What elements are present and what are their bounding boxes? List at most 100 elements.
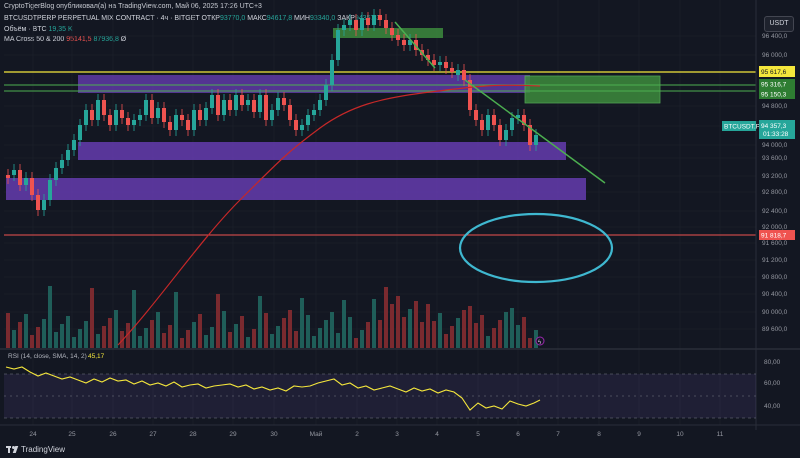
candle-body [78, 125, 82, 140]
volume-bar [480, 315, 484, 348]
time-tick-label: Май [310, 430, 323, 438]
candle-body [6, 175, 10, 178]
volume-bar [198, 314, 202, 348]
candle-body [174, 115, 178, 130]
candle-body [438, 62, 442, 65]
volume-bar [162, 333, 166, 348]
candle-body [72, 140, 76, 150]
time-tick-label: 26 [109, 431, 117, 438]
volume-bar [168, 325, 172, 348]
volume-bar [30, 335, 34, 348]
yellow-price-tag-text: 95 617,6 [761, 69, 787, 76]
candle-body [444, 62, 448, 68]
volume-bar [348, 317, 352, 348]
candle-body [456, 70, 460, 75]
trend-line[interactable] [394, 21, 436, 69]
close-label: ЗАКР [337, 15, 355, 22]
tradingview-icon [6, 446, 19, 453]
rsi-axis[interactable]: 80,00 60,00 40,00 [764, 359, 781, 410]
volume-bar [258, 296, 262, 348]
trend-line-extension[interactable] [464, 79, 606, 184]
candle-body [264, 95, 268, 120]
volume-bar [342, 300, 346, 348]
price-axis[interactable]: 96 400,096 000,094 800,094 400,094 000,0… [762, 33, 788, 333]
candle-body [30, 178, 34, 195]
volume-bar [210, 327, 214, 348]
candle-body [126, 118, 130, 125]
legend-volume-row[interactable]: Объём · BTC 19,35 K [4, 26, 73, 33]
candle-body [48, 180, 52, 200]
candle-body [360, 18, 364, 30]
volume-bar [12, 330, 16, 348]
candle-body [180, 115, 184, 120]
open-value: 93770,0 [219, 15, 246, 22]
time-tick-label: 9 [637, 431, 641, 438]
candle-body [252, 100, 256, 112]
rsi-label[interactable]: RSI (14, close, SMA, 14, 2) [8, 353, 87, 360]
candle-body [228, 100, 232, 110]
volume-bar [282, 318, 286, 348]
time-tick-label: 25 [68, 431, 76, 438]
price-tick-label: 92 000,0 [762, 224, 788, 231]
candle-body [312, 110, 316, 115]
time-tick-label: 10 [676, 431, 684, 438]
candle-body [402, 40, 406, 45]
candle-body [534, 135, 538, 145]
ma-extra: Ø [120, 36, 127, 43]
candle-body [462, 70, 466, 80]
rsi-tick-label: 40,00 [764, 403, 781, 410]
tradingview-wordmark: TradingView [21, 445, 66, 454]
candle-body [498, 125, 502, 140]
volume-bar [96, 334, 100, 348]
volume-bar [378, 320, 382, 348]
candle-body [138, 115, 142, 120]
tradingview-logo[interactable]: TradingView [6, 445, 65, 454]
current-price-tag-text: 94 357,3 [761, 123, 787, 130]
time-tick-label: 29 [229, 431, 237, 438]
volume-bar [246, 337, 250, 348]
candle-body [66, 150, 70, 160]
time-tick-label: 28 [189, 431, 197, 438]
time-tick-label: 27 [149, 431, 157, 438]
candle-body [210, 95, 214, 108]
volume-bar [336, 333, 340, 348]
legend-ma-row[interactable]: MA Cross 50 & 200 95141,5 87936,8 Ø [4, 36, 126, 43]
volume-bar [18, 322, 22, 348]
rsi-value: 45,17 [88, 353, 105, 360]
price-tick-label: 92 400,0 [762, 208, 788, 215]
current-price-tag [759, 120, 795, 139]
candle-body [156, 108, 160, 118]
volume-bar [276, 326, 280, 348]
event-marker-icon[interactable] [535, 336, 545, 346]
price-tick-label: 93 600,0 [762, 155, 788, 162]
red-price-tag-text: 91 818,7 [761, 233, 787, 240]
green-price-tag-upper-text: 95 316,7 [761, 82, 787, 89]
chart-caption: CryptoTigerBlog опубликовал(а) на Tradin… [4, 3, 262, 10]
candle-body [330, 60, 334, 85]
volume-bar [456, 318, 460, 348]
grid [4, 0, 756, 425]
candle-body [378, 15, 382, 20]
volume-bar [420, 322, 424, 348]
candle-body [492, 115, 496, 125]
candle-body [186, 120, 190, 130]
zone-middle [78, 142, 566, 160]
candle-body [42, 200, 46, 210]
green-price-tag-lower [759, 89, 795, 99]
candle-body [102, 100, 106, 115]
time-tick-label: 4 [435, 431, 439, 438]
high-label: МАКС [247, 15, 267, 22]
symbol-name[interactable]: BTCUSDTPERP PERPETUAL MIX CONTRACT · 4ч … [4, 15, 200, 22]
drawn-circle-annotation[interactable] [458, 212, 614, 284]
currency-button[interactable]: USDT [764, 16, 794, 32]
candle-body [306, 115, 310, 125]
zone-lower [6, 178, 586, 200]
price-tick-label: 91 600,0 [762, 240, 788, 247]
candle-body [294, 120, 298, 130]
candle-body [324, 85, 328, 100]
price-tick-label: 90 800,0 [762, 274, 788, 281]
volume-bar [366, 322, 370, 348]
volume-bar [120, 331, 124, 348]
time-axis[interactable]: 24 25 26 27 28 29 30 Май 2 3 4 5 6 7 8 9 10 11 [29, 430, 723, 438]
